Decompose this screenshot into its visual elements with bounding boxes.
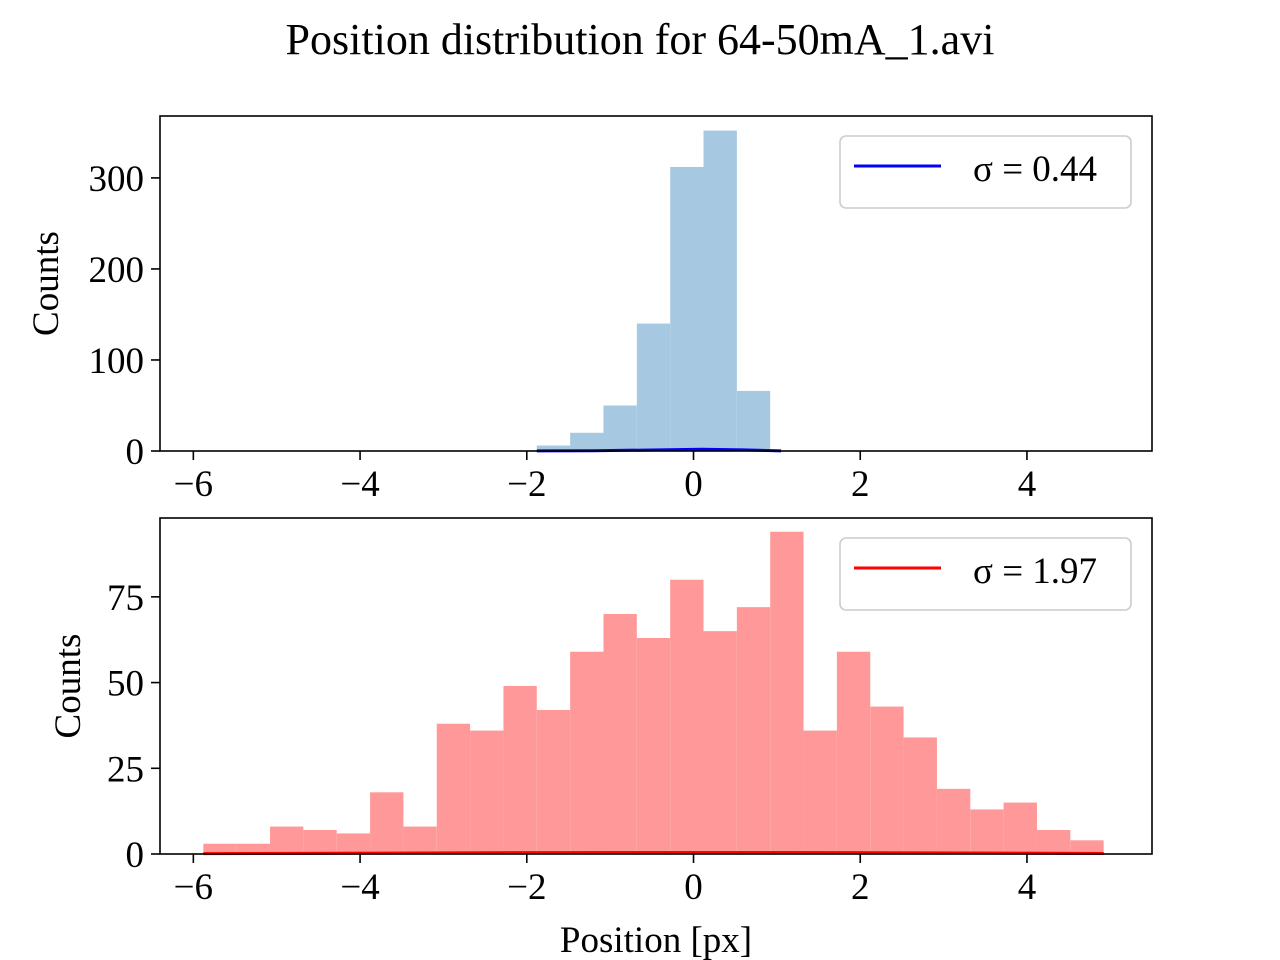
x-tick-label: 2 [851, 464, 870, 505]
plot-frame [159, 517, 1153, 855]
histogram-bar [703, 130, 737, 451]
y-axis-label: Counts [48, 634, 89, 739]
histogram-bar [736, 390, 771, 451]
histogram-bar [370, 792, 404, 854]
histogram-bar [403, 826, 437, 854]
legend-label: σ = 0.44 [973, 149, 1097, 190]
histogram-bar [903, 737, 937, 854]
histogram-bar [503, 686, 537, 854]
x-tick-label: 4 [1018, 867, 1037, 908]
histogram-bar [570, 432, 604, 451]
y-tick-label: 100 [89, 341, 145, 382]
fit-line [203, 850, 1104, 856]
y-axis-label: Counts [26, 231, 67, 336]
y-tick-label: 200 [89, 250, 145, 291]
x-tick-label: −2 [507, 867, 546, 908]
y-tick-label: 0 [126, 432, 145, 473]
histogram-bar [670, 166, 704, 451]
histogram-bar [670, 579, 704, 854]
x-tick-label: −4 [340, 867, 379, 908]
y-tick-label: 300 [89, 159, 145, 200]
histogram-bar [603, 614, 637, 854]
legend-box [839, 135, 1132, 209]
plot-frame [159, 115, 1153, 452]
x-tick-label: 0 [684, 867, 703, 908]
histogram-bar [1036, 830, 1071, 854]
histogram-bar [770, 531, 804, 854]
x-tick-label: −4 [340, 464, 379, 505]
x-tick-label: −2 [507, 464, 546, 505]
histogram-bar [636, 638, 671, 854]
x-tick-label: −6 [174, 464, 213, 505]
figure-title: Position distribution for 64-50mA_1.avi [286, 15, 995, 64]
x-axis-label: Position [px] [560, 920, 752, 960]
x-tick-label: 4 [1018, 464, 1037, 505]
histogram-bar [570, 651, 604, 854]
x-tick-label: 0 [684, 464, 703, 505]
histogram-bar [736, 607, 771, 854]
y-tick-label: 75 [107, 578, 144, 619]
top-histogram-panel: −6 −4 −2 0 2 4 0 100 200 300 Counts σ = 0.44 [26, 115, 1153, 505]
histogram-bar [603, 405, 637, 451]
y-tick-label: 25 [107, 749, 144, 790]
histogram-bar [1003, 802, 1037, 854]
x-tick-label: 2 [851, 867, 870, 908]
legend-box [839, 537, 1132, 611]
legend-label: σ = 1.97 [973, 551, 1097, 592]
histogram-bar [836, 651, 871, 854]
histogram-bar [536, 445, 571, 451]
histogram-bar [303, 830, 337, 854]
histogram-bar [236, 843, 271, 854]
histogram-bar [336, 833, 371, 854]
histogram-bar [436, 723, 471, 854]
histogram-bar [203, 843, 237, 854]
histogram-bar [970, 809, 1004, 854]
histogram-bar [936, 788, 971, 854]
y-tick-label: 50 [107, 664, 144, 705]
x-tick-label: −6 [174, 867, 213, 908]
y-tick-label: 0 [126, 835, 145, 876]
histogram-bar [803, 730, 837, 854]
bottom-histogram-panel: −6 −4 −2 0 2 4 0 25 50 75 Counts Position [px] σ = 1… [48, 517, 1153, 960]
histogram-bar [1070, 840, 1104, 854]
histogram-bar [270, 826, 304, 854]
histogram-bar [636, 323, 671, 451]
histogram-bar [870, 706, 904, 854]
histogram-bar [536, 710, 571, 854]
histogram-bar [703, 631, 737, 854]
histogram-bar [470, 730, 504, 854]
